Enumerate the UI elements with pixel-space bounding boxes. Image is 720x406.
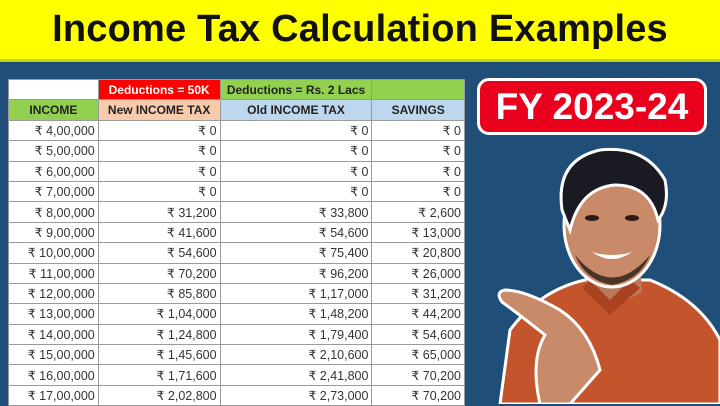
cell-old-tax: ₹ 54,600 [219, 221, 373, 244]
cell-old-tax: ₹ 2,10,600 [219, 344, 373, 366]
column-header-old-tax: Old INCOME TAX [219, 99, 373, 121]
cell-old-tax: ₹ 1,17,000 [219, 282, 373, 305]
cell-old-tax: ₹ 33,800 [219, 201, 373, 223]
cell-income: ₹ 14,00,000 [8, 323, 99, 346]
cell-income: ₹ 9,00,000 [8, 221, 99, 244]
cell-new-tax: ₹ 54,600 [97, 242, 221, 264]
cell-income: ₹ 5,00,000 [8, 140, 99, 162]
cell-income: ₹ 7,00,000 [8, 180, 99, 203]
cell-savings: ₹ 2,600 [371, 201, 465, 223]
cell-income: ₹ 13,00,000 [8, 303, 99, 325]
table-row: ₹ 10,00,000 ₹ 54,600 ₹ 75,400 ₹ 20,800 [8, 242, 465, 264]
cell-income: ₹ 16,00,000 [8, 364, 99, 386]
group-header-new-deductions: Deductions = 50K [97, 78, 221, 101]
cell-old-tax: ₹ 75,400 [219, 242, 373, 264]
column-header-income: INCOME [8, 99, 99, 121]
cell-old-tax: ₹ 96,200 [219, 262, 373, 284]
group-header-old-deductions: Deductions = Rs. 2 Lacs [219, 78, 373, 101]
group-header-blank-2 [371, 78, 465, 101]
cell-new-tax: ₹ 1,71,600 [97, 364, 221, 386]
cell-new-tax: ₹ 1,45,600 [97, 344, 221, 366]
cell-income: ₹ 6,00,000 [8, 160, 99, 182]
table-row: ₹ 11,00,000 ₹ 70,200 ₹ 96,200 ₹ 26,000 [8, 262, 465, 284]
cell-new-tax: ₹ 31,200 [97, 201, 221, 223]
collar [582, 280, 640, 315]
thumbnail-title: Income Tax Calculation Examples [0, 0, 720, 62]
table-row: ₹ 12,00,000 ₹ 85,800 ₹ 1,17,000 ₹ 31,200 [8, 282, 465, 305]
cell-savings: ₹ 31,200 [371, 282, 465, 305]
cell-savings: ₹ 0 [371, 140, 465, 162]
cell-savings: ₹ 70,200 [371, 384, 465, 406]
cell-income: ₹ 12,00,000 [8, 282, 99, 305]
cell-savings: ₹ 20,800 [371, 242, 465, 264]
table-row: ₹ 7,00,000 ₹ 0 ₹ 0 ₹ 0 [8, 180, 465, 203]
tax-table: Deductions = 50K Deductions = Rs. 2 Lacs… [8, 78, 465, 406]
cell-old-tax: ₹ 1,79,400 [219, 323, 373, 346]
table-row: ₹ 14,00,000 ₹ 1,24,800 ₹ 1,79,400 ₹ 54,600 [8, 323, 465, 346]
cell-income: ₹ 10,00,000 [8, 242, 99, 264]
cell-new-tax: ₹ 85,800 [97, 282, 221, 305]
column-header-row: INCOME New INCOME TAX Old INCOME TAX SAV… [8, 99, 465, 121]
cell-new-tax: ₹ 0 [97, 160, 221, 182]
cell-new-tax: ₹ 1,04,000 [97, 303, 221, 325]
cell-old-tax: ₹ 0 [219, 119, 373, 142]
presenter-photo [497, 147, 720, 404]
cell-income: ₹ 17,00,000 [8, 384, 99, 406]
cell-income: ₹ 8,00,000 [8, 201, 99, 223]
cell-savings: ₹ 65,000 [371, 344, 465, 366]
fiscal-year-badge: FY 2023-24 [477, 78, 707, 135]
column-header-savings: SAVINGS [371, 99, 465, 121]
cell-savings: ₹ 44,200 [371, 303, 465, 325]
cell-old-tax: ₹ 2,41,800 [219, 364, 373, 386]
eye-right [625, 215, 639, 221]
column-header-new-tax: New INCOME TAX [97, 99, 221, 121]
eye-left [585, 215, 599, 221]
cell-old-tax: ₹ 0 [219, 180, 373, 203]
cell-new-tax: ₹ 41,600 [97, 221, 221, 244]
cell-new-tax: ₹ 0 [97, 140, 221, 162]
table-row: ₹ 6,00,000 ₹ 0 ₹ 0 ₹ 0 [8, 160, 465, 182]
cell-income: ₹ 15,00,000 [8, 344, 99, 366]
table-row: ₹ 17,00,000 ₹ 2,02,800 ₹ 2,73,000 ₹ 70,200 [8, 384, 465, 406]
table-row: ₹ 16,00,000 ₹ 1,71,600 ₹ 2,41,800 ₹ 70,200 [8, 364, 465, 386]
pointing-hand [497, 288, 602, 404]
cell-savings: ₹ 54,600 [371, 323, 465, 346]
table-row: ₹ 9,00,000 ₹ 41,600 ₹ 54,600 ₹ 13,000 [8, 221, 465, 244]
cell-new-tax: ₹ 0 [97, 180, 221, 203]
cell-savings: ₹ 0 [371, 160, 465, 182]
cell-savings: ₹ 26,000 [371, 262, 465, 284]
cell-old-tax: ₹ 2,73,000 [219, 384, 373, 406]
cell-income: ₹ 4,00,000 [8, 119, 99, 142]
cell-savings: ₹ 13,000 [371, 221, 465, 244]
table-row: ₹ 8,00,000 ₹ 31,200 ₹ 33,800 ₹ 2,600 [8, 201, 465, 223]
cell-new-tax: ₹ 2,02,800 [97, 384, 221, 406]
table-row: ₹ 13,00,000 ₹ 1,04,000 ₹ 1,48,200 ₹ 44,200 [8, 303, 465, 325]
table-row: ₹ 5,00,000 ₹ 0 ₹ 0 ₹ 0 [8, 140, 465, 162]
cell-savings: ₹ 70,200 [371, 364, 465, 386]
beard [575, 255, 650, 285]
cell-old-tax: ₹ 1,48,200 [219, 303, 373, 325]
table-row: ₹ 15,00,000 ₹ 1,45,600 ₹ 2,10,600 ₹ 65,000 [8, 344, 465, 366]
group-header-blank [8, 78, 99, 101]
cell-savings: ₹ 0 [371, 119, 465, 142]
hair [559, 147, 668, 235]
table-row: ₹ 4,00,000 ₹ 0 ₹ 0 ₹ 0 [8, 119, 465, 142]
cell-new-tax: ₹ 0 [97, 119, 221, 142]
cell-income: ₹ 11,00,000 [8, 262, 99, 284]
cell-new-tax: ₹ 1,24,800 [97, 323, 221, 346]
cell-old-tax: ₹ 0 [219, 160, 373, 182]
group-header-row: Deductions = 50K Deductions = Rs. 2 Lacs [8, 78, 465, 101]
cell-old-tax: ₹ 0 [219, 140, 373, 162]
cell-savings: ₹ 0 [371, 180, 465, 203]
cell-new-tax: ₹ 70,200 [97, 262, 221, 284]
smile [592, 252, 632, 259]
